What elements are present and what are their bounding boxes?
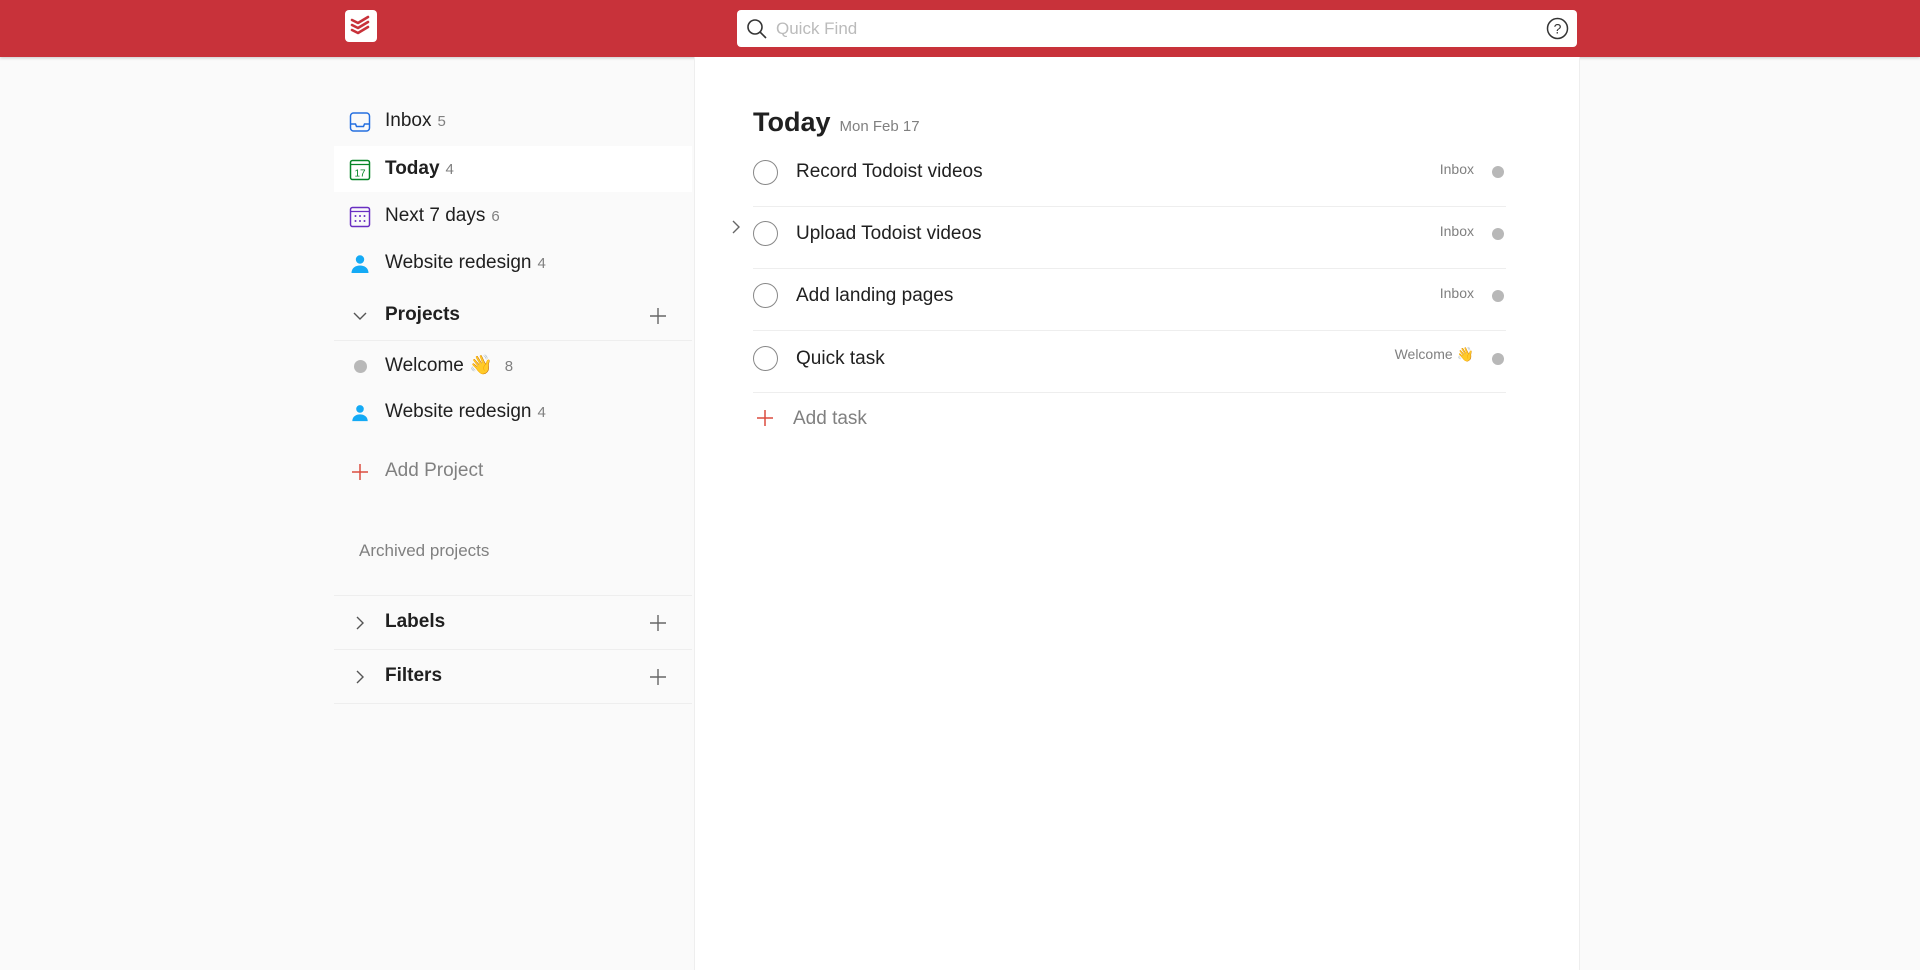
project-label: Website redesign xyxy=(385,401,532,422)
quick-find[interactable]: ? xyxy=(737,10,1577,47)
chevron-right-icon[interactable] xyxy=(348,611,372,635)
sidebar-item-label: Today xyxy=(385,158,440,179)
task-item[interactable]: Upload Todoist videos Inbox xyxy=(732,207,1506,269)
sidebar-item-website-redesign[interactable]: Website redesign 4 xyxy=(334,240,692,286)
divider xyxy=(753,392,1506,393)
filters-header[interactable]: Filters xyxy=(334,653,692,699)
task-text[interactable]: Upload Todoist videos xyxy=(796,223,982,244)
task-project[interactable]: Welcome 👋 xyxy=(1394,346,1474,362)
task-text[interactable]: Record Todoist videos xyxy=(796,161,983,182)
divider xyxy=(334,649,692,650)
logo-icon xyxy=(350,15,370,35)
add-label-plus-icon[interactable] xyxy=(648,613,668,633)
help-icon[interactable]: ? xyxy=(1546,17,1569,40)
expand-subtasks-icon[interactable] xyxy=(729,219,743,235)
page-title: Today Mon Feb 17 xyxy=(753,107,920,138)
calendar-week-icon xyxy=(348,205,372,229)
person-icon xyxy=(348,401,372,425)
divider xyxy=(753,268,1506,269)
count: 6 xyxy=(491,208,500,225)
divider xyxy=(334,595,692,596)
project-dot-icon xyxy=(1492,166,1504,178)
add-project-plus-icon[interactable] xyxy=(648,306,668,326)
add-project-label: Add Project xyxy=(385,460,484,481)
top-bar: ? xyxy=(0,0,1920,57)
divider xyxy=(753,206,1506,207)
sidebar-item-label: Next 7 days xyxy=(385,205,486,226)
project-dot-icon xyxy=(1492,228,1504,240)
task-checkbox[interactable] xyxy=(753,221,778,246)
project-website-redesign[interactable]: Website redesign 4 xyxy=(334,389,692,435)
project-welcome[interactable]: Welcome 👋 8 xyxy=(334,342,692,388)
count: 4 xyxy=(537,255,546,272)
count: 5 xyxy=(437,113,446,130)
projects-header[interactable]: Projects xyxy=(334,292,692,338)
sidebar-item-label: Inbox xyxy=(385,110,432,131)
task-checkbox[interactable] xyxy=(753,160,778,185)
svg-text:?: ? xyxy=(1554,21,1562,37)
count: 8 xyxy=(504,358,514,375)
chevron-right-icon[interactable] xyxy=(348,665,372,689)
task-text[interactable]: Add landing pages xyxy=(796,285,954,306)
count: 4 xyxy=(537,404,546,421)
plus-icon xyxy=(757,410,773,426)
person-icon xyxy=(348,252,372,276)
sidebar-item-label: Website redesign xyxy=(385,252,532,273)
projects-label: Projects xyxy=(385,304,460,325)
inbox-icon xyxy=(348,110,372,134)
search-icon xyxy=(747,18,767,39)
divider xyxy=(334,703,692,704)
task-project[interactable]: Inbox xyxy=(1439,161,1474,177)
sidebar-item-inbox[interactable]: Inbox 5 xyxy=(334,98,692,144)
sidebar-item-today[interactable]: 17 Today 4 xyxy=(334,146,692,192)
archived-projects-label: Archived projects xyxy=(359,541,490,560)
project-dot-icon xyxy=(348,354,372,378)
task-checkbox[interactable] xyxy=(753,346,778,371)
task-project[interactable]: Inbox xyxy=(1439,223,1474,239)
task-item[interactable]: Record Todoist videos Inbox xyxy=(753,152,1506,207)
labels-label: Labels xyxy=(385,611,446,632)
task-text[interactable]: Quick task xyxy=(796,348,885,369)
project-label: Welcome 👋 xyxy=(385,355,493,376)
title-text: Today xyxy=(753,107,831,137)
calendar-today-icon: 17 xyxy=(348,158,372,182)
task-item[interactable]: Add landing pages Inbox xyxy=(753,269,1506,331)
quick-find-input[interactable] xyxy=(776,18,1577,39)
add-filter-plus-icon[interactable] xyxy=(648,667,668,687)
sidebar-item-next-7-days[interactable]: Next 7 days 6 xyxy=(334,193,692,239)
task-project[interactable]: Inbox xyxy=(1439,285,1474,301)
plus-icon xyxy=(348,460,372,484)
todoist-logo[interactable] xyxy=(345,10,377,42)
divider xyxy=(753,330,1506,331)
divider xyxy=(334,340,692,341)
add-project-button[interactable]: Add Project xyxy=(334,448,692,494)
labels-header[interactable]: Labels xyxy=(334,599,692,645)
project-dot-icon xyxy=(1492,290,1504,302)
add-task-label: Add task xyxy=(793,408,867,429)
project-dot-icon xyxy=(1492,353,1504,365)
task-checkbox[interactable] xyxy=(753,283,778,308)
archived-projects-link[interactable]: Archived projects xyxy=(334,528,692,574)
chevron-down-icon[interactable] xyxy=(348,304,372,328)
date-label: Mon Feb 17 xyxy=(839,118,920,135)
svg-text:17: 17 xyxy=(354,169,366,180)
task-item[interactable]: Quick task Welcome 👋 xyxy=(753,331,1506,393)
filters-label: Filters xyxy=(385,665,443,686)
count: 4 xyxy=(445,161,454,178)
main-content: Today Mon Feb 17 Record Todoist videos In… xyxy=(694,57,1580,970)
add-task-button[interactable]: Add task xyxy=(753,403,1506,443)
